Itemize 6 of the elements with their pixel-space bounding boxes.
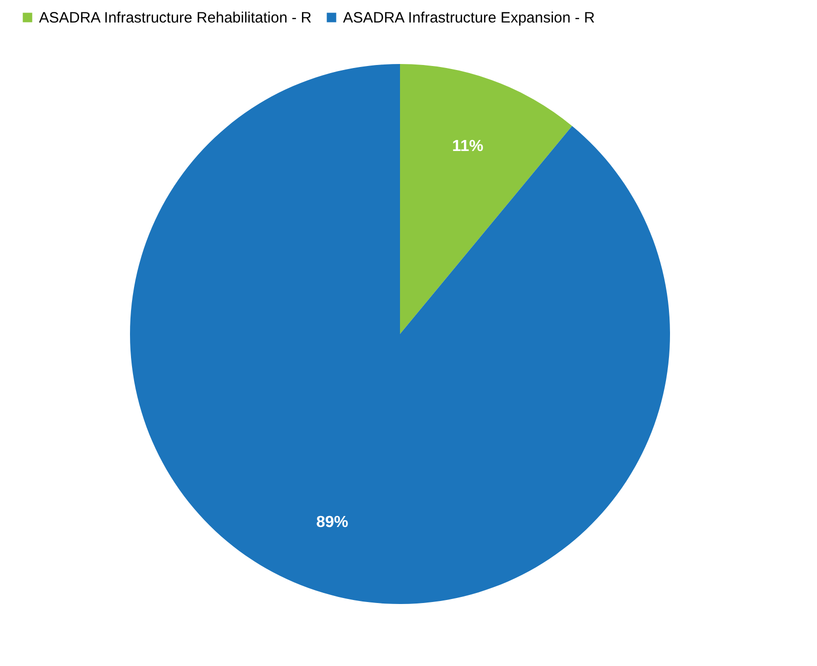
data-label: 89%	[316, 514, 348, 532]
legend-label: ASADRA Infrastructure Expansion - R	[343, 10, 595, 27]
data-label: 11%	[452, 138, 484, 155]
pie-slice	[130, 64, 670, 604]
pie-slice	[400, 64, 572, 334]
legend-label: ASADRA Infrastructure Rehabilitation - R	[39, 10, 312, 27]
